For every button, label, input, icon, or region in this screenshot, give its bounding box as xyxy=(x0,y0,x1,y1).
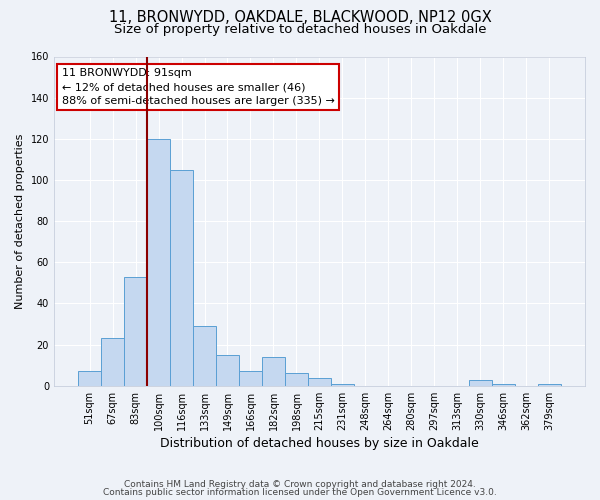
Text: Contains HM Land Registry data © Crown copyright and database right 2024.: Contains HM Land Registry data © Crown c… xyxy=(124,480,476,489)
Bar xyxy=(124,276,147,386)
Bar xyxy=(262,357,285,386)
Bar xyxy=(331,384,354,386)
Y-axis label: Number of detached properties: Number of detached properties xyxy=(15,134,25,309)
Bar xyxy=(78,372,101,386)
Bar xyxy=(285,374,308,386)
Bar xyxy=(469,380,492,386)
Bar xyxy=(193,326,216,386)
Text: 11, BRONWYDD, OAKDALE, BLACKWOOD, NP12 0GX: 11, BRONWYDD, OAKDALE, BLACKWOOD, NP12 0… xyxy=(109,10,491,25)
Bar xyxy=(170,170,193,386)
Text: Size of property relative to detached houses in Oakdale: Size of property relative to detached ho… xyxy=(114,22,486,36)
Text: 11 BRONWYDD: 91sqm
← 12% of detached houses are smaller (46)
88% of semi-detache: 11 BRONWYDD: 91sqm ← 12% of detached hou… xyxy=(62,68,335,106)
Bar xyxy=(101,338,124,386)
X-axis label: Distribution of detached houses by size in Oakdale: Distribution of detached houses by size … xyxy=(160,437,479,450)
Bar xyxy=(308,378,331,386)
Text: Contains public sector information licensed under the Open Government Licence v3: Contains public sector information licen… xyxy=(103,488,497,497)
Bar xyxy=(538,384,561,386)
Bar xyxy=(239,372,262,386)
Bar xyxy=(147,139,170,386)
Bar xyxy=(216,355,239,386)
Bar xyxy=(492,384,515,386)
